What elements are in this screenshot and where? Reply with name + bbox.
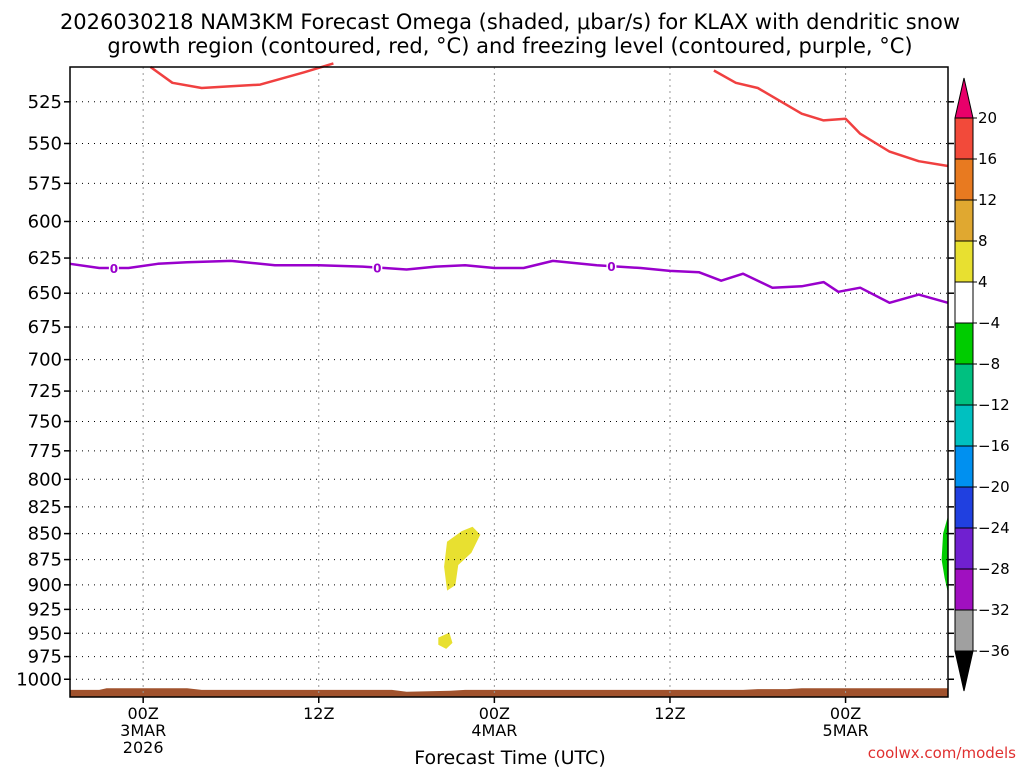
colorbar-segment [954,486,974,529]
contour-label-bg [606,258,617,274]
x-tick-label: 00Z [830,704,861,723]
colorbar-segment [954,568,974,611]
chart-title-line2: growth region (contoured, red, °C) and f… [107,34,912,58]
contour-label-bg [372,259,383,275]
chart-title-line1: 2026030218 NAM3KM Forecast Omega (shaded… [60,10,960,34]
x-tick-label: 4MAR [471,721,517,740]
colorbar-label: −12 [978,396,1010,414]
x-tick-label: 00Z [128,704,159,723]
colorbar-label: −24 [978,519,1010,537]
y-tick-label: 600 [28,211,62,232]
contour-label: 0 [110,262,118,276]
plot-frame [69,66,949,698]
y-tick-label: 575 [28,173,62,194]
colorbar-label: −8 [978,355,1000,373]
colorbar: 20 16 12 8 4 −4 −8 −12 −16 −20 −24 −28 −32 −36 [954,77,1010,692]
colorbar-label: 20 [978,109,997,127]
x-tick-label: 00Z [479,704,510,723]
y-tick-label: 850 [28,524,62,545]
credit-text: coolwx.com/models [868,744,1016,762]
y-tick-label: 750 [28,411,62,432]
colorbar-label: −4 [978,314,1000,332]
x-axis-label: Forecast Time (UTC) [414,747,605,768]
contour-label-bg [108,260,119,276]
colorbar-segment [954,240,974,283]
colorbar-segment [954,445,974,488]
ground-layer [70,688,948,697]
y-tick-label: 700 [28,350,62,371]
y-tick-label: 875 [28,550,62,571]
contours: 0 0 0 [69,62,949,305]
y-tick-label: 900 [28,575,62,596]
y-tick-label: 525 [28,92,62,113]
colorbar-label: 4 [978,273,988,291]
x-tick-label: 5MAR [823,721,869,740]
y-axis-ticks: 525 550 575 600 625 650 675 700 725 750 775 800 825 8… [16,92,954,690]
colorbar-label: −20 [978,478,1010,496]
plot-area [70,67,948,697]
x-tick-label: 3MAR [120,721,166,740]
freezing-level-contour [69,259,949,305]
y-tick-label: 550 [28,133,62,154]
colorbar-segment [954,158,974,201]
omega-shading [438,517,949,649]
colorbar-arrow-bottom [954,650,974,692]
colorbar-label: −16 [978,437,1010,455]
y-tick-label: 650 [28,283,62,304]
colorbar-segment [954,363,974,406]
x-tick-label: 2026 [123,738,164,757]
plot-border [69,66,949,698]
contour-label: 0 [607,260,615,274]
colorbar-arrow-top [954,77,974,119]
y-tick-label: 625 [28,248,62,269]
dendritic-contour [713,69,949,168]
colorbar-segment [954,609,974,652]
x-tick-label: 12Z [654,704,685,723]
colorbar-label: 12 [978,191,997,209]
y-tick-label: 675 [28,317,62,338]
omega-region [444,526,481,591]
dendritic-contour [149,62,334,90]
colorbar-label: −32 [978,601,1010,619]
y-tick-label: 975 [28,647,62,668]
y-tick-label: 800 [28,469,62,490]
colorbar-label: 8 [978,232,988,250]
colorbar-segment [954,199,974,242]
colorbar-label: 16 [978,150,997,168]
colorbar-label: −36 [978,642,1010,660]
y-tick-label: 775 [28,441,62,462]
colorbar-segment [954,281,974,324]
y-tick-label: 950 [28,623,62,644]
colorbar-segment [954,117,974,160]
ground-fill [70,688,948,697]
y-tick-label: 1000 [16,669,62,690]
x-tick-label: 12Z [303,704,334,723]
colorbar-segment [954,322,974,365]
plot-background [70,67,948,697]
colorbar-segment [954,404,974,447]
contour-label: 0 [373,262,381,276]
y-tick-label: 725 [28,381,62,402]
colorbar-segment [954,527,974,570]
colorbar-label: −28 [978,560,1010,578]
y-tick-label: 925 [28,599,62,620]
grid-lines [70,67,948,697]
y-tick-label: 825 [28,497,62,518]
omega-region [438,632,453,649]
